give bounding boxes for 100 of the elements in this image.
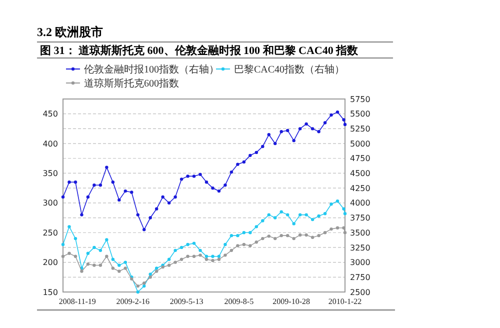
y2-tick-label: 2500 [350,288,370,297]
point [180,258,184,261]
point [192,242,196,245]
point [105,254,108,258]
point [198,172,202,176]
point [124,266,127,270]
point [323,231,327,234]
point [174,195,177,199]
point [118,270,121,273]
point [230,248,234,252]
point [317,234,320,238]
point [111,266,115,270]
point [224,254,227,257]
point [236,234,240,238]
point [92,246,96,250]
y2-tick-label: 4500 [350,169,370,178]
point [186,174,190,178]
y2-tick-label: 3000 [350,258,370,268]
y2-tick-label: 2750 [350,272,370,282]
point [242,160,246,164]
point [304,233,308,237]
x-tick-label: 2009-8-5 [224,297,254,306]
legend-label: 巴黎CAC40指数（右轴） [234,64,345,76]
point [343,212,347,216]
point [224,242,227,246]
point [292,222,296,226]
point [167,258,171,261]
point [254,240,258,244]
point [310,127,314,130]
x-tick-label: 2009-5-13 [170,297,204,306]
point [274,216,277,220]
y-tick-label: 350 [42,169,58,178]
y-tick-label: 450 [42,110,58,119]
point [330,113,333,117]
point [192,174,196,178]
point [267,213,270,216]
legend-label: 伦敦金融时报100指数（右轴） [84,64,219,76]
point [298,127,302,130]
point [130,190,134,194]
point [323,121,327,124]
point [74,236,78,240]
point [323,212,327,216]
point [174,260,177,264]
point [111,258,115,261]
point [86,262,90,266]
point [267,234,270,238]
point [343,122,347,126]
y2-tick-label: 4000 [350,198,370,208]
point [136,290,140,294]
point [280,130,283,134]
point [304,122,308,126]
point [267,133,270,136]
point [154,207,158,210]
point [217,189,221,193]
point [198,254,202,257]
point [61,242,65,246]
point [98,264,102,267]
point [124,260,127,264]
point [142,284,146,288]
point [336,110,340,114]
point [310,236,314,239]
point [342,207,346,210]
point [217,254,221,258]
point [154,270,158,273]
point [292,138,296,142]
point [336,226,340,230]
point [80,213,84,216]
point [74,180,78,184]
point [298,213,302,216]
point [274,236,277,240]
point [111,180,115,184]
point [248,154,252,158]
point [124,189,127,193]
point [142,228,146,232]
point [98,184,102,187]
point [142,281,146,285]
point [204,258,208,261]
point [248,231,252,234]
line-series [61,110,347,232]
point [330,227,333,231]
x-tick-label: 2009-2-16 [116,297,150,306]
point [211,258,214,262]
point [68,252,71,255]
point [118,264,121,267]
point [317,130,320,134]
y-tick-label: 400 [42,139,58,148]
point [167,264,171,267]
point [236,244,240,248]
y2-tick-label: 5750 [350,94,370,104]
point [310,218,314,222]
y-tick-label: 200 [42,258,58,268]
point [292,236,296,240]
point [186,242,190,246]
point [92,264,96,267]
point [86,252,90,255]
x-tick-label: 2009-10-28 [272,297,310,306]
point [105,238,108,242]
y-tick-label: 300 [42,198,58,208]
point [304,213,308,216]
point [217,258,221,261]
